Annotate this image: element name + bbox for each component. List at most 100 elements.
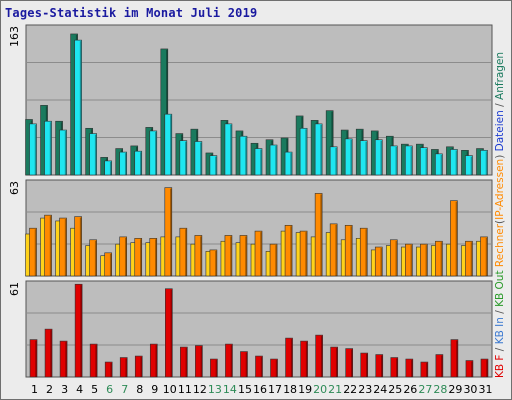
bar-ip-adressen-28 bbox=[435, 241, 443, 276]
bar-dateien-10-outline bbox=[164, 113, 173, 176]
bar-dateien-13-outline bbox=[209, 155, 218, 176]
bar-kb-f-17 bbox=[270, 359, 278, 377]
bar-ip-adressen-13 bbox=[209, 249, 217, 276]
bar-anfragen-25 bbox=[386, 136, 394, 175]
bar-ip-adressen-5 bbox=[89, 239, 97, 276]
bar-rechner-14 bbox=[220, 241, 228, 276]
bar-rechner-31 bbox=[476, 241, 484, 276]
bar-rechner-19 bbox=[296, 232, 304, 276]
x-tick-label: 3 bbox=[61, 383, 68, 396]
bar-ip-adressen-25-outline bbox=[389, 239, 398, 277]
bar-kb-f-13-outline bbox=[210, 358, 218, 378]
bar-ip-adressen-27-outline bbox=[420, 243, 428, 277]
bar-ip-adressen-31 bbox=[480, 236, 488, 276]
bar-dateien-9-outline bbox=[149, 130, 158, 176]
bar-anfragen-31 bbox=[476, 148, 484, 175]
bar-kb-f-5 bbox=[90, 344, 98, 377]
chart-title: Tages-Statistik im Monat Juli 2019 bbox=[5, 6, 258, 20]
bar-kb-f-2-outline bbox=[44, 328, 53, 378]
bar-kb-f-23-outline bbox=[360, 352, 369, 378]
bar-kb-f-22-outline bbox=[345, 348, 353, 378]
bar-dateien-3-outline bbox=[59, 129, 67, 176]
bar-ip-adressen-5-outline bbox=[89, 239, 97, 277]
x-tick-label: 28 bbox=[433, 383, 447, 396]
bar-rechner-27 bbox=[416, 247, 424, 276]
bar-anfragen-30 bbox=[461, 150, 469, 175]
bar-kb-f-16-outline bbox=[255, 355, 263, 378]
bar-ip-adressen-15-outline bbox=[239, 235, 248, 277]
x-tick-label: 18 bbox=[283, 383, 297, 396]
bar-dateien-15 bbox=[239, 136, 247, 175]
x-tick-label: 21 bbox=[328, 383, 342, 396]
bar-rechner-3 bbox=[55, 220, 63, 276]
bar-dateien-20 bbox=[315, 123, 323, 175]
bar-dateien-19-outline bbox=[299, 127, 308, 176]
bar-kb-f-3 bbox=[60, 341, 68, 377]
bar-dateien-30 bbox=[465, 155, 473, 175]
bar-anfragen-21-outline bbox=[325, 110, 334, 176]
bar-kb-f-13 bbox=[210, 359, 218, 377]
bar-anfragen-8 bbox=[130, 145, 138, 175]
bar-dateien-8 bbox=[134, 151, 142, 175]
bar-dateien-27-outline bbox=[420, 147, 428, 176]
x-tick-label: 8 bbox=[136, 383, 143, 396]
bar-dateien-21 bbox=[330, 146, 338, 175]
bar-rechner-7 bbox=[115, 244, 123, 276]
bar-ip-adressen-4-outline bbox=[74, 216, 82, 277]
bar-kb-f-14-outline bbox=[225, 343, 233, 378]
x-tick-label: 31 bbox=[478, 383, 492, 396]
bar-kb-f-15 bbox=[240, 351, 248, 377]
bar-rechner-5 bbox=[85, 245, 93, 276]
bar-ip-adressen-12 bbox=[194, 235, 202, 276]
bar-kb-f-19 bbox=[300, 341, 308, 377]
bar-ip-adressen-24 bbox=[375, 247, 383, 276]
bar-ip-adressen-9-outline bbox=[149, 238, 158, 277]
bar-ip-adressen-24-outline bbox=[374, 246, 383, 277]
legend-item: ( bbox=[494, 220, 506, 224]
bar-ip-adressen-20 bbox=[315, 193, 323, 276]
x-tick-label: 16 bbox=[253, 383, 267, 396]
bar-ip-adressen-16 bbox=[255, 231, 262, 276]
bar-dateien-5-outline bbox=[89, 133, 97, 176]
x-tick-label: 5 bbox=[91, 383, 98, 396]
bar-rechner-20 bbox=[311, 236, 319, 276]
x-tick-label: 15 bbox=[238, 383, 252, 396]
bar-dateien-23 bbox=[360, 140, 368, 175]
bar-kb-f-5-outline bbox=[89, 343, 98, 378]
bar-ip-adressen-14-outline bbox=[224, 235, 233, 277]
bar-anfragen-28 bbox=[431, 149, 439, 175]
bar-dateien-16 bbox=[255, 148, 262, 175]
bar-rechner-10 bbox=[160, 236, 168, 276]
bar-ip-adressen-2 bbox=[44, 215, 52, 276]
bar-anfragen-27 bbox=[416, 144, 424, 175]
x-tick-label: 25 bbox=[388, 383, 402, 396]
bar-kb-f-27 bbox=[420, 362, 428, 377]
bar-ip-adressen-11 bbox=[179, 228, 187, 276]
bar-anfragen-16 bbox=[251, 143, 258, 175]
bar-ip-adressen-21-outline bbox=[329, 223, 338, 277]
bar-anfragen-13 bbox=[205, 152, 213, 175]
bar-anfragen-1 bbox=[25, 119, 33, 175]
bar-anfragen-19 bbox=[296, 115, 304, 175]
bar-ip-adressen-3-outline bbox=[59, 217, 67, 277]
bar-rechner-6 bbox=[100, 255, 108, 276]
bar-ip-adressen-19-outline bbox=[299, 230, 308, 277]
x-tick-label: 26 bbox=[403, 383, 417, 396]
bar-anfragen-5 bbox=[85, 128, 93, 175]
bar-rechner-1 bbox=[25, 233, 33, 276]
bar-kb-f-17-outline bbox=[270, 358, 278, 378]
bar-kb-f-8 bbox=[135, 356, 143, 377]
bar-dateien-5 bbox=[89, 133, 97, 175]
bar-dateien-31 bbox=[480, 150, 488, 175]
bar-kb-f-20 bbox=[315, 335, 323, 377]
bar-dateien-4-outline bbox=[74, 39, 82, 176]
bar-anfragen-23 bbox=[356, 129, 364, 175]
bar-rechner-28 bbox=[431, 245, 439, 276]
bar-dateien-13 bbox=[209, 155, 217, 175]
bar-dateien-11-outline bbox=[179, 140, 188, 176]
bar-rechner-8 bbox=[130, 242, 138, 276]
bar-dateien-1 bbox=[29, 123, 37, 175]
bar-kb-f-4 bbox=[75, 284, 83, 377]
bar-kb-f-25-outline bbox=[390, 357, 399, 378]
bar-rechner-9 bbox=[145, 242, 153, 276]
